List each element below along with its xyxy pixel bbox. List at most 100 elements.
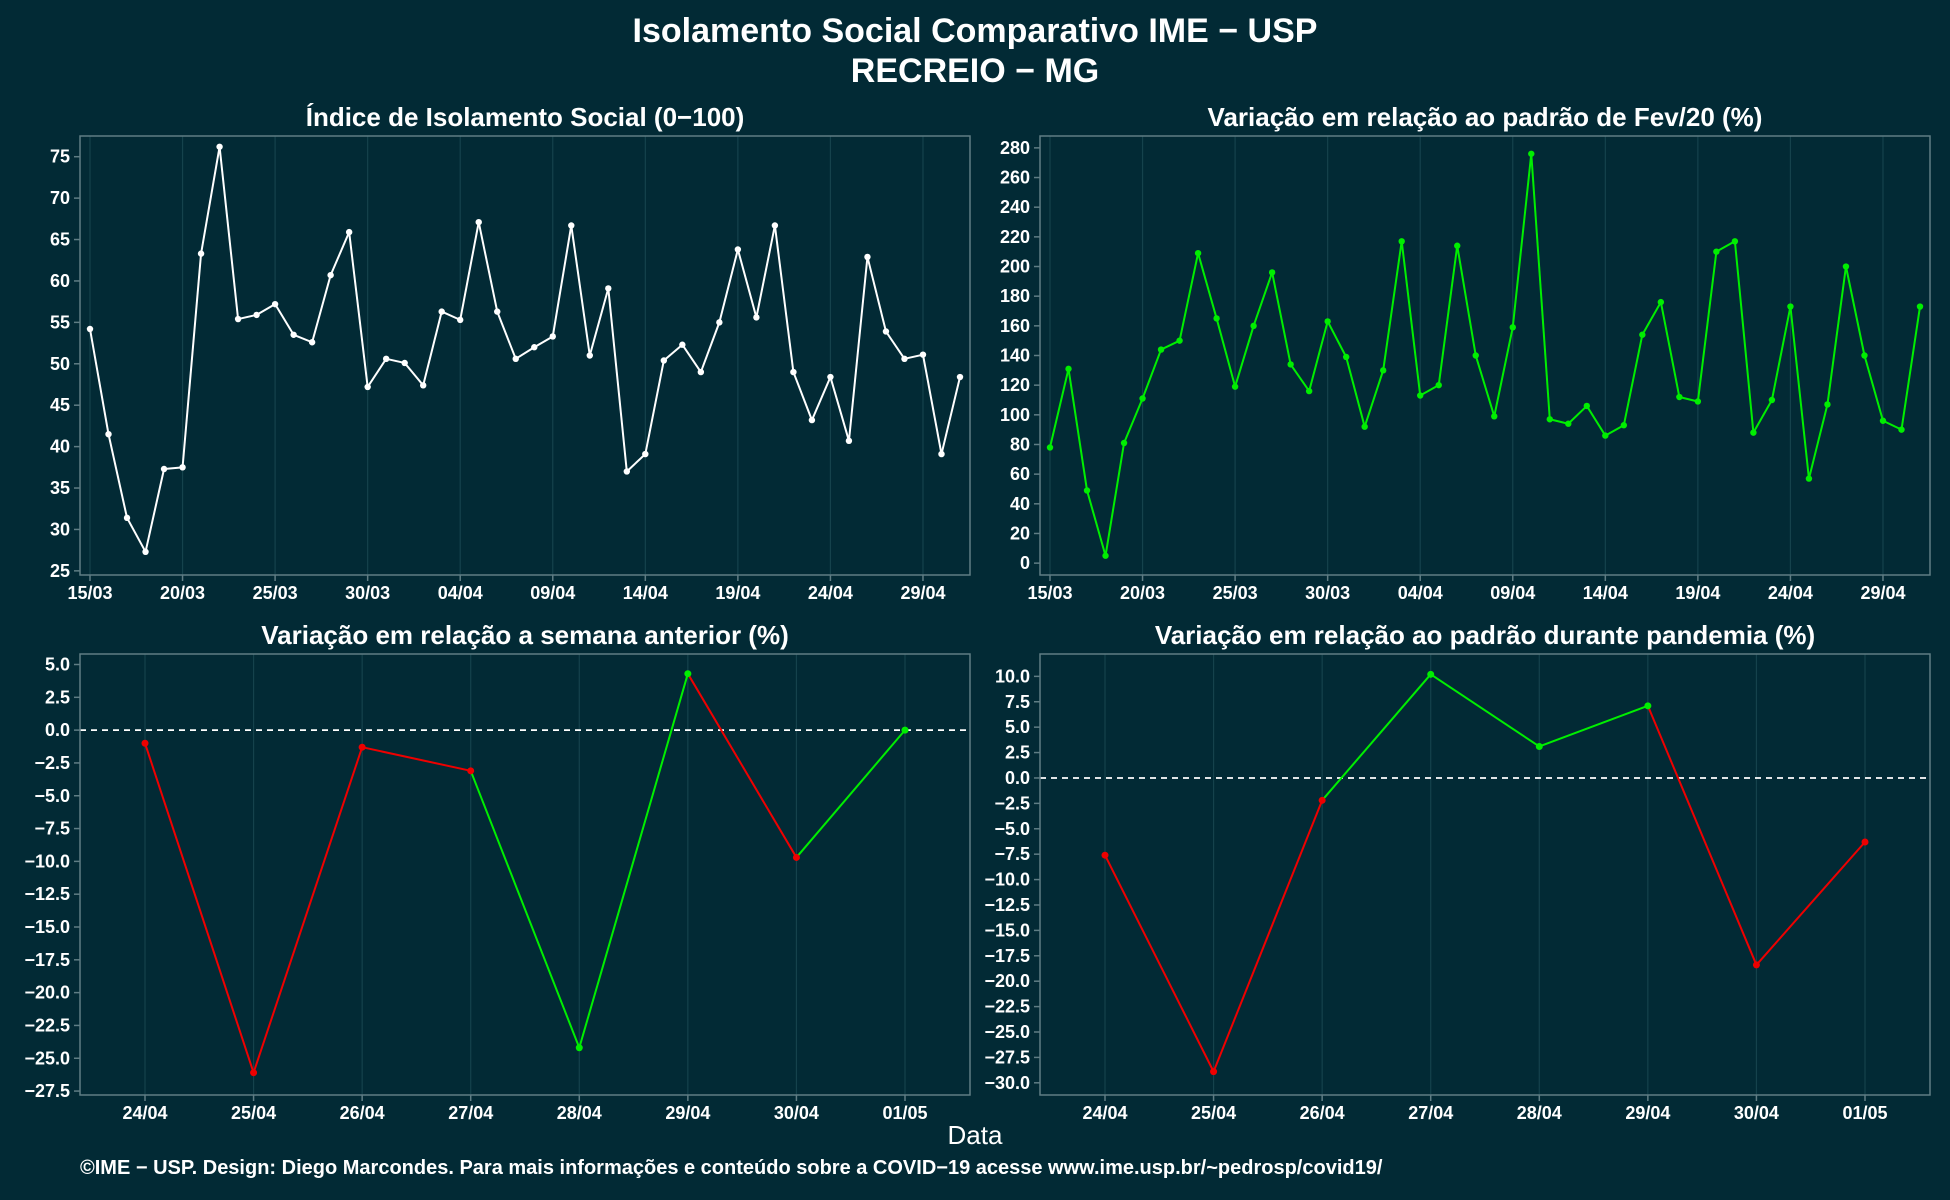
y-tick-label: 10.0 bbox=[995, 666, 1030, 686]
data-point bbox=[1472, 352, 1479, 359]
y-tick-label: −10.0 bbox=[24, 851, 70, 871]
series-segment bbox=[1844, 266, 1866, 356]
data-point bbox=[1102, 552, 1109, 559]
x-tick-label: 28/04 bbox=[557, 1103, 602, 1123]
data-point bbox=[401, 359, 408, 367]
data-point bbox=[1535, 742, 1543, 750]
x-tick-label: 20/03 bbox=[1120, 583, 1165, 603]
y-tick-label: −2.5 bbox=[34, 753, 70, 773]
y-tick-label: 45 bbox=[50, 395, 70, 415]
series-segment bbox=[1641, 301, 1662, 336]
x-tick-label: 24/04 bbox=[1082, 1103, 1127, 1123]
series-segment bbox=[1212, 799, 1324, 1073]
data-point bbox=[956, 373, 964, 381]
data-point bbox=[1231, 383, 1239, 390]
data-point bbox=[1842, 263, 1850, 270]
series-segment bbox=[144, 468, 166, 553]
data-point bbox=[1861, 838, 1869, 846]
x-axis-label: Data bbox=[947, 1120, 1003, 1150]
series-segment bbox=[644, 360, 665, 455]
data-point bbox=[1805, 475, 1813, 482]
series-segment bbox=[1178, 252, 1200, 341]
series-segment bbox=[1326, 320, 1348, 358]
data-point bbox=[1213, 315, 1220, 322]
data-point bbox=[586, 352, 593, 359]
data-point bbox=[1139, 395, 1146, 402]
data-point bbox=[808, 416, 816, 424]
y-tick-label: 70 bbox=[50, 188, 70, 208]
data-point bbox=[684, 670, 692, 678]
data-point bbox=[792, 853, 800, 861]
data-point bbox=[1120, 439, 1128, 447]
series-segment bbox=[218, 146, 240, 320]
series-segment bbox=[348, 231, 369, 388]
data-point bbox=[1065, 365, 1072, 373]
x-tick-label: 30/04 bbox=[1734, 1103, 1779, 1123]
x-tick-label: 20/03 bbox=[160, 583, 205, 603]
y-tick-label: 60 bbox=[50, 271, 70, 291]
y-tick-label: 160 bbox=[1000, 316, 1030, 336]
plot-area-border bbox=[79, 653, 971, 1096]
data-point bbox=[142, 548, 149, 556]
x-tick-label: 26/04 bbox=[340, 1103, 385, 1123]
y-tick-label: 50 bbox=[50, 354, 70, 374]
series-segment bbox=[1789, 306, 1810, 479]
data-point bbox=[1546, 416, 1553, 423]
panel-title: Variação em relação a semana anterior (%… bbox=[261, 620, 789, 650]
y-tick-label: −12.5 bbox=[984, 895, 1030, 915]
y-tick-label: −7.5 bbox=[994, 844, 1030, 864]
data-point bbox=[345, 228, 353, 236]
chart-panel-3: Variação em relação a semana anterior (%… bbox=[24, 620, 971, 1123]
data-point bbox=[327, 271, 334, 279]
data-point bbox=[938, 450, 945, 458]
data-point bbox=[1731, 238, 1739, 245]
y-tick-label: −12.5 bbox=[24, 884, 70, 904]
data-point bbox=[1916, 303, 1924, 310]
series-segment bbox=[810, 376, 832, 421]
data-point bbox=[1752, 961, 1760, 969]
series-segment bbox=[1419, 384, 1440, 397]
x-tick-label: 04/04 bbox=[1398, 583, 1443, 603]
series-segment bbox=[1530, 153, 1551, 420]
series-segment bbox=[1321, 673, 1432, 801]
series-segment bbox=[515, 346, 535, 360]
y-tick-label: 240 bbox=[1000, 197, 1030, 217]
y-tick-label: −20.0 bbox=[984, 971, 1030, 991]
y-tick-label: 0 bbox=[1020, 553, 1030, 573]
data-point bbox=[1509, 324, 1516, 331]
x-tick-label: 14/04 bbox=[623, 583, 668, 603]
y-tick-label: 5.0 bbox=[45, 655, 70, 675]
x-tick-label: 24/04 bbox=[122, 1103, 167, 1123]
data-point bbox=[1318, 796, 1326, 804]
y-tick-label: 140 bbox=[1000, 346, 1030, 366]
data-point bbox=[771, 222, 779, 229]
plot-area-border bbox=[79, 135, 971, 576]
data-point bbox=[457, 316, 464, 324]
series-segment bbox=[1604, 424, 1625, 437]
series-segment bbox=[551, 225, 573, 337]
data-point bbox=[1583, 402, 1591, 410]
series-segment bbox=[1807, 404, 1829, 479]
x-tick-label: 25/03 bbox=[1213, 583, 1258, 603]
y-tick-label: 200 bbox=[1000, 257, 1030, 277]
data-point bbox=[1657, 298, 1665, 306]
data-point bbox=[1644, 702, 1652, 710]
series-segment bbox=[1067, 368, 1089, 491]
series-segment bbox=[329, 231, 351, 276]
series-segment bbox=[126, 517, 147, 553]
data-point bbox=[1427, 670, 1435, 678]
y-tick-label: −25.0 bbox=[984, 1022, 1030, 1042]
data-point bbox=[1435, 381, 1442, 389]
series-segment bbox=[1900, 306, 1921, 430]
series-segment bbox=[1382, 241, 1403, 371]
x-tick-label: 19/04 bbox=[1675, 583, 1720, 603]
data-point bbox=[1101, 851, 1109, 859]
y-tick-label: −15.0 bbox=[24, 917, 70, 937]
series-segment bbox=[626, 453, 647, 473]
data-point bbox=[845, 437, 853, 445]
data-point bbox=[531, 344, 538, 351]
series-segment bbox=[256, 303, 276, 316]
panel-title: Variação em relação ao padrão durante pa… bbox=[1155, 620, 1815, 650]
data-point bbox=[549, 333, 556, 340]
